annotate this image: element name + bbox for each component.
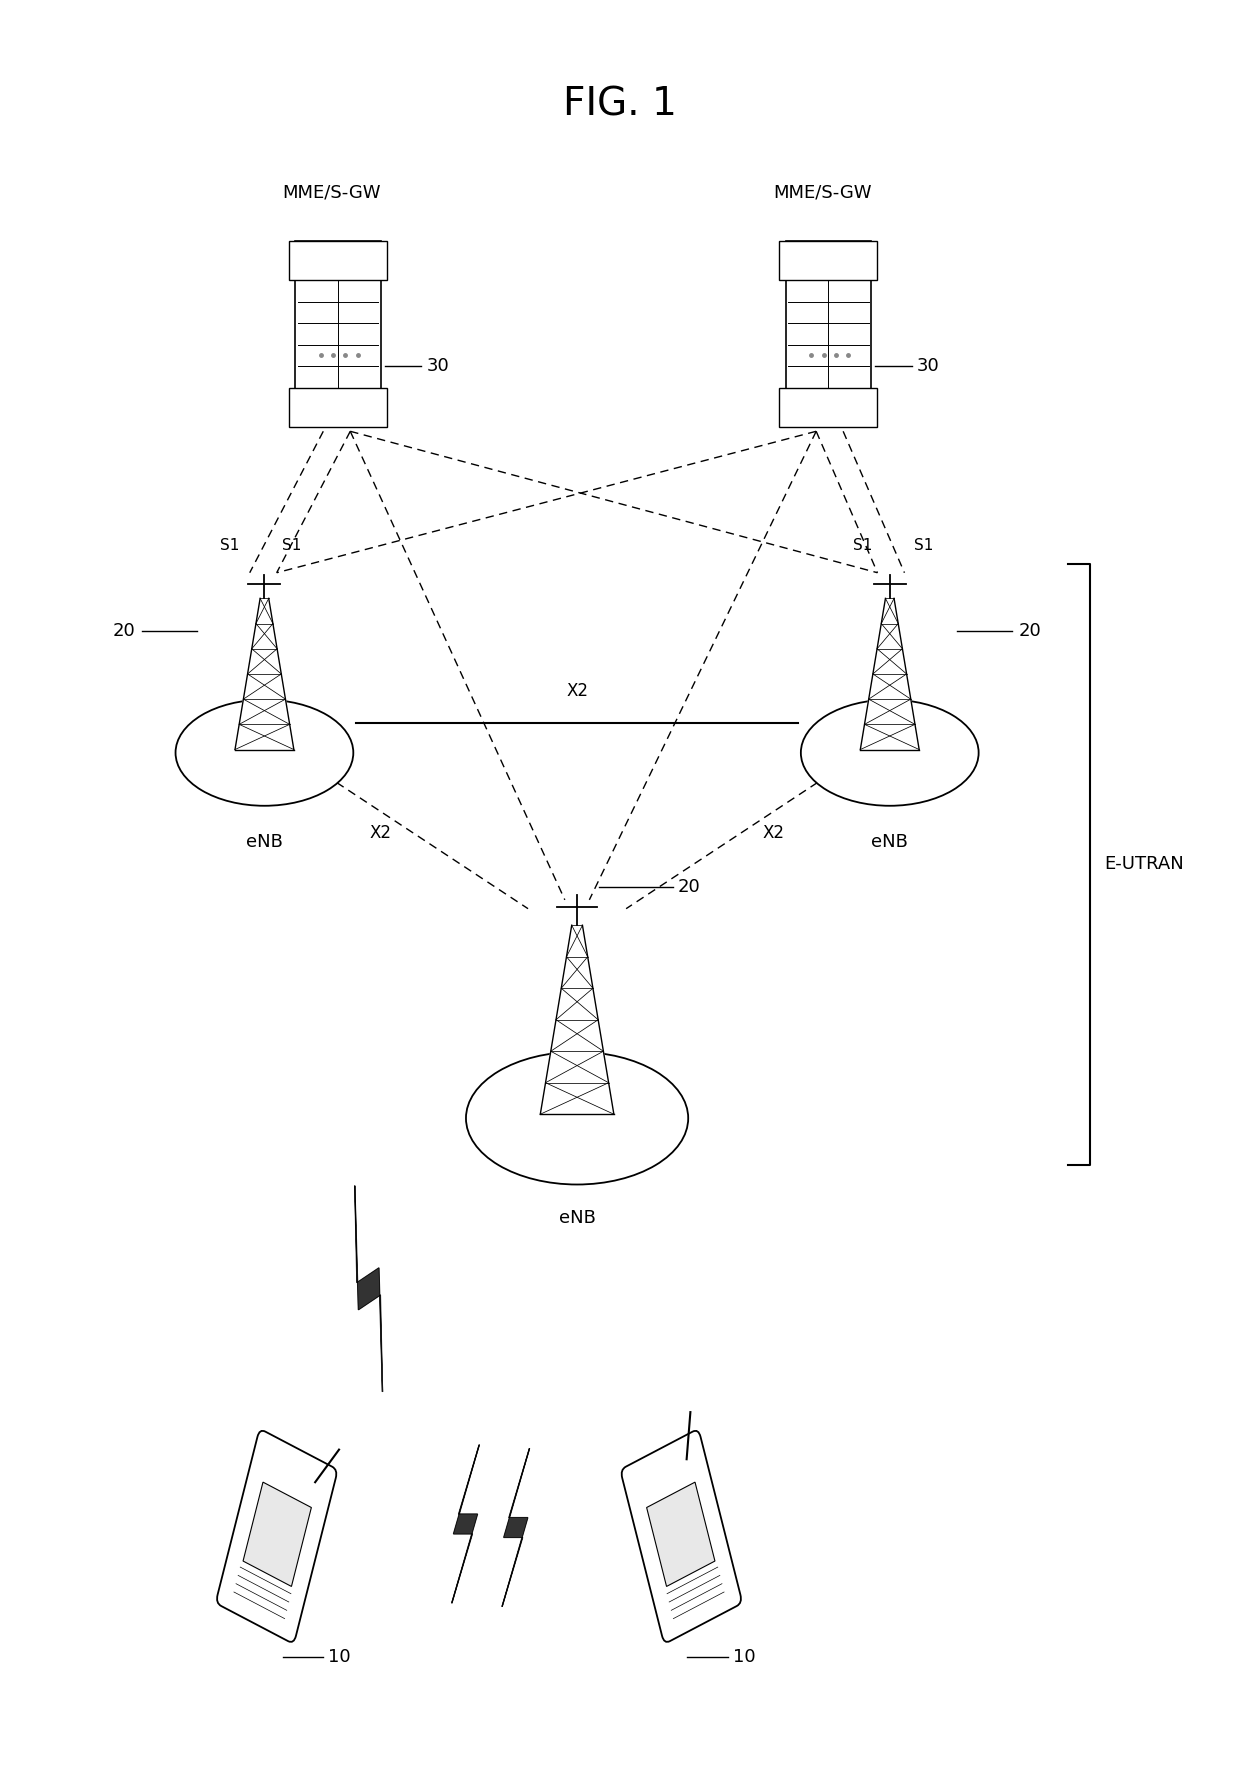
Text: S1: S1 [853,538,873,552]
Polygon shape [541,925,614,1114]
Text: eNB: eNB [872,832,908,850]
Text: eNB: eNB [559,1210,595,1228]
Bar [785,241,872,428]
Polygon shape [502,1449,529,1607]
Text: S1: S1 [221,538,239,552]
Text: 20: 20 [677,879,701,896]
Text: X2: X2 [370,823,392,841]
Ellipse shape [801,700,978,805]
Polygon shape [355,1185,382,1392]
Text: 10: 10 [733,1648,755,1666]
Polygon shape [861,599,919,750]
Text: 20: 20 [1018,622,1042,640]
Text: MME/S-GW: MME/S-GW [283,184,381,201]
Text: 20: 20 [113,622,135,640]
Bar [646,1483,715,1586]
Bar [289,241,387,280]
Text: 10: 10 [329,1648,351,1666]
Text: E-UTRAN: E-UTRAN [1105,855,1184,873]
Text: X2: X2 [763,823,784,841]
Text: S1: S1 [914,538,934,552]
Polygon shape [451,1445,479,1604]
Ellipse shape [176,700,353,805]
Text: S1: S1 [281,538,301,552]
FancyBboxPatch shape [621,1431,742,1641]
Ellipse shape [466,1051,688,1185]
Text: eNB: eNB [246,832,283,850]
Text: FIG. 1: FIG. 1 [563,86,677,123]
Bar [780,388,878,428]
Text: 30: 30 [427,356,449,374]
Bar [243,1483,311,1586]
Bar [289,388,387,428]
Text: 30: 30 [916,356,940,374]
FancyBboxPatch shape [217,1431,336,1641]
Polygon shape [236,599,294,750]
Bar [295,241,381,428]
Bar [780,241,878,280]
Text: MME/S-GW: MME/S-GW [773,184,872,201]
Text: X2: X2 [567,683,588,700]
